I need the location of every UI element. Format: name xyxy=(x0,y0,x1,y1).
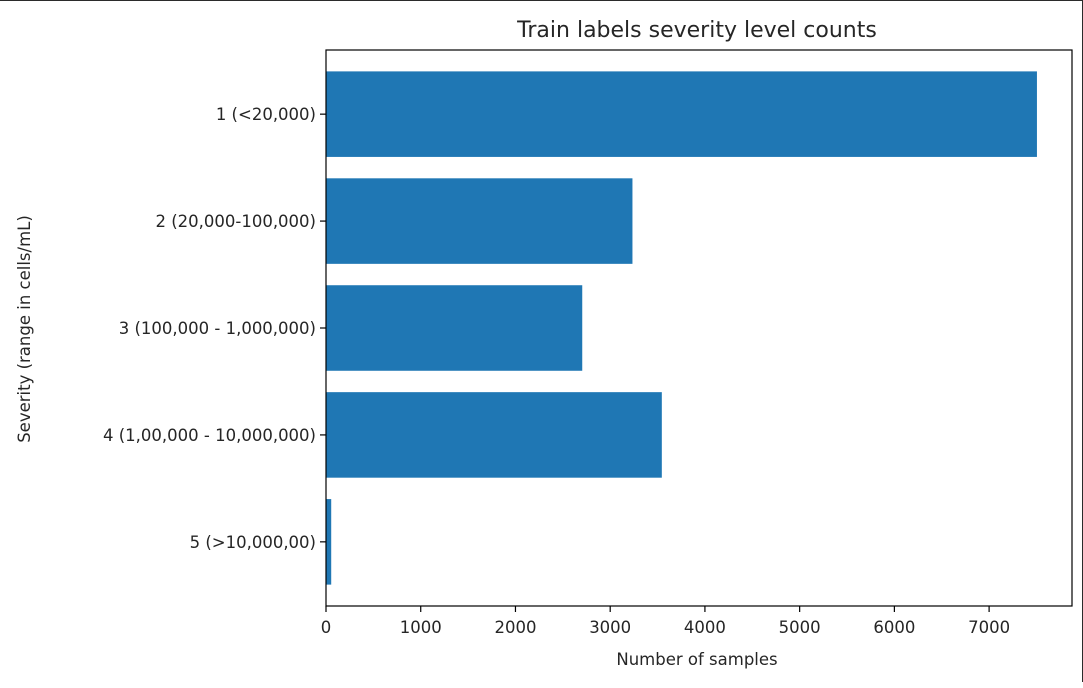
bar-4 xyxy=(326,392,662,478)
x-tick-label: 2000 xyxy=(494,618,536,637)
x-axis-ticks: 0 1000 2000 3000 4000 5000 6000 7000 xyxy=(321,606,1010,637)
y-tick-label: 5 (>10,000,00) xyxy=(190,533,316,552)
x-tick-label: 0 xyxy=(321,618,332,637)
y-tick-label: 2 (20,000-100,000) xyxy=(155,212,316,231)
plot-area-frame xyxy=(325,49,1073,607)
y-tick-label: 4 (1,00,000 - 10,000,000) xyxy=(103,426,316,445)
y-tick-label: 1 (<20,000) xyxy=(216,105,316,124)
x-tick-label: 7000 xyxy=(968,618,1010,637)
y-tick-label: 3 (100,000 - 1,000,000) xyxy=(119,319,316,338)
bars-group xyxy=(326,71,1037,585)
bar-3 xyxy=(326,285,583,371)
y-axis-label: Severity (range in cells/mL) xyxy=(15,215,34,443)
x-tick-label: 5000 xyxy=(779,618,821,637)
x-tick-label: 3000 xyxy=(589,618,631,637)
x-axis-label: Number of samples xyxy=(616,650,777,669)
bar-2 xyxy=(326,178,633,264)
bar-5 xyxy=(326,499,332,585)
chart-title: Train labels severity level counts xyxy=(516,18,877,43)
x-tick-label: 6000 xyxy=(873,618,915,637)
y-axis-ticks: 1 (<20,000) 2 (20,000-100,000) 3 (100,000 … xyxy=(103,105,326,552)
bar-1 xyxy=(326,71,1037,157)
x-tick-label: 1000 xyxy=(400,618,442,637)
x-tick-label: 4000 xyxy=(684,618,726,637)
